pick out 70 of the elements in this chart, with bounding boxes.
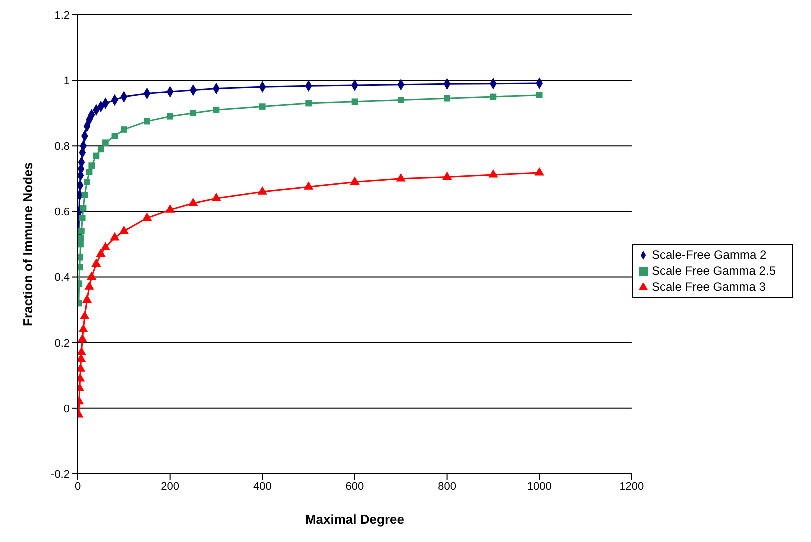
point — [167, 113, 174, 120]
point — [82, 192, 88, 198]
point — [488, 169, 498, 178]
y-tick-label: 1.2 — [54, 10, 70, 22]
point — [212, 193, 222, 202]
point — [112, 133, 118, 140]
point — [92, 258, 102, 267]
point — [259, 104, 266, 110]
point — [78, 228, 85, 235]
y-tick-label: 0.4 — [54, 272, 70, 284]
y-tick-label: 0 — [64, 403, 70, 416]
point — [190, 110, 197, 117]
legend-label: Scale Free Gamma 2.5 — [652, 264, 776, 278]
point — [490, 94, 497, 100]
point — [86, 169, 93, 176]
point — [304, 182, 314, 190]
x-tick-label: 800 — [438, 480, 456, 493]
point — [78, 264, 84, 271]
point — [100, 242, 111, 251]
point — [166, 204, 176, 213]
point — [96, 248, 106, 258]
point — [78, 234, 84, 242]
y-tick-label: 0.2 — [54, 338, 70, 350]
point — [144, 118, 150, 125]
point — [536, 92, 543, 98]
point — [84, 282, 94, 290]
x-axis-title: Maximal Degree — [305, 512, 404, 527]
legend-label: Scale-Free Gamma 2 — [652, 248, 767, 262]
point — [442, 172, 452, 180]
point — [78, 254, 84, 261]
x-tick-label: 600 — [346, 480, 364, 493]
point — [121, 126, 128, 133]
point — [102, 140, 109, 146]
x-tick-label: 1000 — [527, 480, 552, 493]
point — [213, 106, 220, 114]
point — [444, 95, 450, 102]
y-tick-label: -0.2 — [51, 468, 70, 481]
point — [88, 162, 96, 169]
point — [350, 176, 360, 185]
point — [78, 241, 84, 248]
point — [84, 179, 90, 186]
legend-label: Scale Free Gamma 3 — [652, 280, 766, 294]
x-tick-label: 400 — [253, 480, 272, 493]
point — [80, 205, 87, 212]
point — [398, 97, 404, 104]
point — [110, 232, 120, 241]
y-tick-label: 0.8 — [54, 141, 70, 154]
point — [352, 98, 358, 106]
point — [396, 173, 406, 182]
x-tick-label: 1200 — [620, 480, 644, 493]
y-axis-title: Fraction of Immune Nodes — [20, 162, 36, 326]
point — [93, 152, 100, 160]
point — [82, 294, 92, 304]
x-tick-label: 200 — [161, 480, 180, 493]
point — [78, 347, 86, 356]
point — [87, 272, 97, 280]
point — [78, 334, 88, 342]
point — [80, 311, 90, 320]
point — [78, 324, 88, 333]
point — [119, 226, 129, 234]
point — [188, 198, 198, 206]
x-tick-label: 0 — [74, 480, 82, 493]
point — [258, 186, 268, 195]
y-tick-label: 0.6 — [54, 206, 70, 219]
point — [142, 212, 152, 222]
point — [98, 146, 104, 153]
point — [306, 100, 312, 107]
y-tick-label: 1 — [64, 75, 70, 88]
point — [79, 215, 86, 222]
point — [534, 167, 544, 176]
